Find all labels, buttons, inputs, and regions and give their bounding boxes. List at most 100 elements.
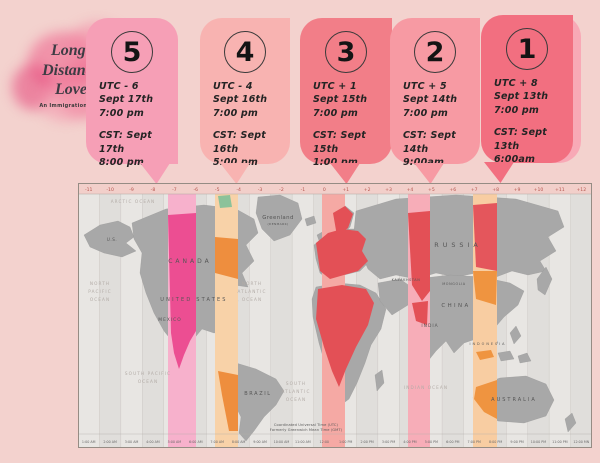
map-header-strip [78, 183, 592, 194]
zone-offset-label: -9 [129, 187, 134, 193]
zone-time-label: 9:00 AM [253, 440, 267, 444]
step-number-circle: 4 [224, 31, 266, 73]
zone-time-label: 2:00 AM [103, 440, 117, 444]
land-iceland [304, 215, 317, 227]
zone-time-label: 2:00 PM [360, 440, 373, 444]
label-north-atlantic-2: ATLANTIC [237, 289, 266, 294]
timezone-map: -11 1:00 AM -10 2:00 AM -9 3:00 AM -8 4:00 AM -7… [77, 183, 592, 448]
callout-card-5: 5 UTC - 6 Sept 17th 7:00 pm CST: Sept 17… [86, 18, 178, 184]
label-attribution-2: Formerly Greenwich Mean Time (GMT) [270, 428, 343, 432]
zone-time-label: 4:00 AM [146, 440, 160, 444]
label-canada: CANADA [168, 258, 212, 265]
zone-offset-label: +6 [449, 187, 456, 193]
label-arctic-ocean: ARCTIC OCEAN [111, 199, 156, 204]
band-utc-minus-4-land-north [215, 237, 238, 279]
zone-offset-label: -1 [301, 187, 306, 193]
time: 7:00 pm [403, 107, 449, 119]
zone-offset-label: -4 [236, 187, 241, 193]
zone-time-label: 12:00 MN [573, 440, 589, 444]
label-mexico: MEXICO [158, 317, 181, 323]
band-utc-plus-5-russia [408, 211, 430, 301]
zone-time-label: 11:00 AM [295, 440, 311, 444]
date: Sept 13th [494, 91, 549, 103]
card-pointer-tail [330, 163, 360, 184]
card-text: UTC + 5 Sept 14th 7:00 pm CST: Sept 14th… [390, 80, 480, 170]
utc-offset: UTC - 6 [99, 81, 139, 92]
logo-subtitle: An Immigration Tour [39, 102, 103, 109]
zone-labels-layer: -111:00 AM-102:00 AM-93:00 AM-84:00 AM-7… [82, 187, 590, 444]
date: Sept 17th [99, 94, 154, 106]
band-utc-plus-1-africa [316, 285, 374, 387]
label-north-pacific-1: NORTH [90, 281, 110, 286]
cst-date: CST: Sept 17th [99, 130, 152, 155]
logo-title-line3: Love [55, 81, 87, 99]
land-japan [536, 266, 553, 296]
logo-title: Long- Distance Love An Immigration Tour [10, 20, 132, 126]
band-utc-plus-8-indonesia [476, 350, 494, 360]
label-kazakhstan: KAZAKHSTAN [392, 278, 421, 282]
label-mongolia: MONGOLIA [442, 282, 466, 286]
zone-time-label: 10:00 PM [531, 440, 547, 444]
card-pointer-tail [414, 163, 444, 184]
zone-time-label: 6:00 PM [446, 440, 459, 444]
card-pointer-tail [484, 162, 514, 183]
zone-time-label: 12:00 [320, 440, 330, 444]
zone-offset-label: -8 [151, 187, 156, 193]
zone-offset-label: -11 [85, 187, 93, 193]
zone-time-label: 8:00 PM [489, 440, 502, 444]
zone-offset-label: -2 [279, 187, 284, 193]
zone-offset-label: -6 [193, 187, 198, 193]
cst-time: 1:00 pm [313, 157, 359, 169]
label-greenland: Greenland [262, 215, 294, 221]
zone-time-label: 1:00 PM [339, 440, 352, 444]
utc-offset: UTC + 5 [403, 81, 447, 92]
zone-time-label: 7:00 AM [210, 440, 224, 444]
label-north-atlantic-1: NORTH [242, 281, 262, 286]
zone-offset-label: -7 [172, 187, 177, 193]
label-south-atlantic-1: SOUTH [286, 381, 306, 386]
band-utc-plus-1-scandinavia [333, 206, 353, 236]
land-greenland [255, 194, 303, 242]
zone-time-label: 6:00 AM [189, 440, 203, 444]
zone-offset-label: +12 [576, 187, 586, 193]
zone-time-label: 3:00 AM [125, 440, 139, 444]
zone-time-label: 3:00 PM [382, 440, 395, 444]
card-pointer-tail [140, 163, 170, 184]
zone-time-label: 11:00 PM [552, 440, 568, 444]
label-south-pacific-2: OCEAN [138, 379, 158, 384]
logo-title-line2: Distance [42, 61, 100, 79]
callout-card-4: 4 UTC - 4 Sept 16th 7:00 pm CST: Sept 16… [200, 18, 290, 184]
date: Sept 16th [213, 94, 268, 106]
band-utc-plus-5-pakistan [412, 301, 428, 325]
time: 7:00 pm [213, 107, 259, 119]
label-greenland-sub: (DENMARK) [267, 222, 288, 226]
card-text: UTC - 4 Sept 16th 7:00 pm CST: Sept 16th… [200, 80, 290, 170]
land-alaska [83, 220, 137, 258]
label-indian-ocean: INDIAN OCEAN [404, 385, 448, 390]
zone-time-label: 7:00 PM [468, 440, 481, 444]
zone-time-label: 1:00 AM [82, 440, 96, 444]
cst-time: 9:00am [403, 157, 445, 169]
zone-offset-label: -10 [106, 187, 114, 193]
logo-title-line1: Long- [51, 42, 91, 60]
timezone-map-svg: -111:00 AM-102:00 AM-93:00 AM-84:00 AM-7… [77, 183, 592, 448]
label-attribution-1: Coordinated Universal Time (UTC) [274, 423, 339, 427]
utc-offset: UTC + 8 [494, 78, 538, 89]
utc-offset: UTC + 1 [313, 81, 357, 92]
zone-offset-label: +8 [492, 187, 499, 193]
cst-time: 5:00 pm [213, 157, 259, 169]
step-number-circle: 3 [325, 31, 367, 73]
zone-offset-label: +4 [407, 187, 414, 193]
label-south-atlantic-2: ATLANTIC [281, 389, 310, 394]
band-utc-minus-4-land-south [218, 371, 238, 431]
zone-offset-label: +10 [534, 187, 544, 193]
zone-offset-label: +11 [555, 187, 565, 193]
zone-offset-label: 0 [323, 187, 326, 193]
band-utc-minus-6-land [168, 213, 196, 369]
land-russia [353, 194, 565, 280]
label-russia: RUSSIA [434, 241, 482, 249]
band-utc-plus-8-mongolia-china [473, 271, 497, 305]
step-number-circle: 5 [111, 31, 153, 73]
cst-date: CST: Sept 14th [403, 130, 456, 155]
callout-card-2: 2 UTC + 5 Sept 14th 7:00 pm CST: Sept 14… [390, 18, 480, 184]
